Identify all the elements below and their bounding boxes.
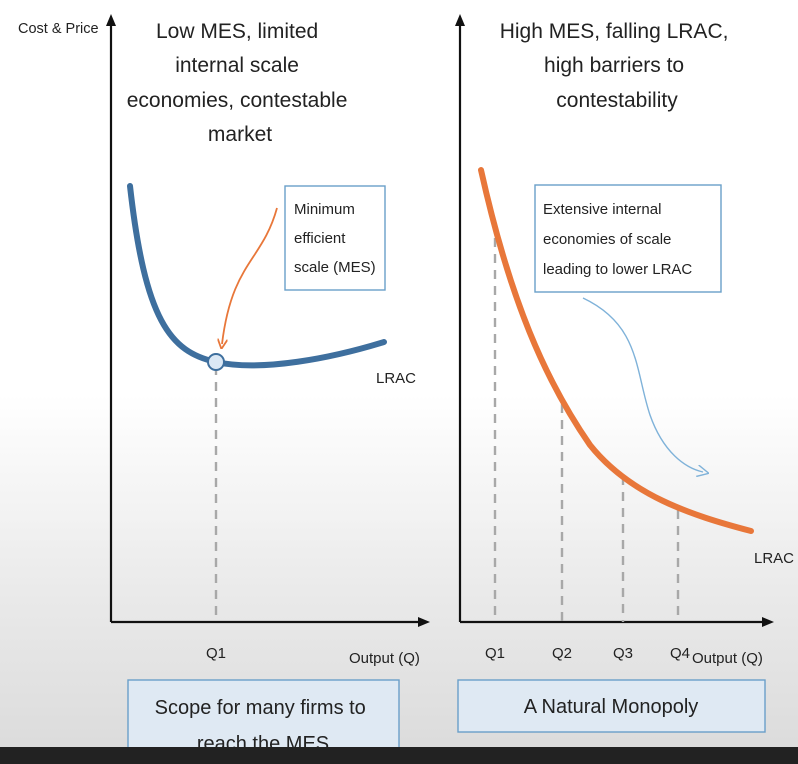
right-panel: High MES, falling LRAC, high barriers to… [455,14,794,733]
right-lrac-label: LRAC [754,550,794,567]
right-panel-title: High MES, falling LRAC, high barriers to… [500,20,735,112]
mes-pointer-arrow [222,207,278,344]
right-title-line-2: high barriers to [544,54,684,77]
right-caption-box [457,679,766,733]
video-player-bottom-bar [0,747,798,764]
left-panel: Cost & Price Low MES, limited internal s… [18,14,430,761]
right-x-tick-q3: Q3 [613,645,633,662]
right-y-axis-arrowhead [455,14,465,26]
right-title-line-1: High MES, falling LRAC, [500,20,729,43]
right-x-axis-arrowhead [762,617,774,627]
left-caption-box [127,679,400,761]
right-x-tick-q2: Q2 [552,645,572,662]
left-title-line-2: internal scale [175,54,299,77]
left-y-axis-label: Cost & Price [18,21,99,37]
mes-annotation-line-1: Minimum [294,201,355,218]
left-x-tick-q1: Q1 [206,645,226,662]
left-title-line-3: economies, contestable [127,89,348,112]
scale-annotation-line-3: leading to lower LRAC [543,261,692,278]
right-x-tick-q4: Q4 [670,645,690,662]
left-lrac-label: LRAC [376,370,416,387]
right-x-axis-label: Output (Q) [692,650,763,667]
left-x-axis-arrowhead [418,617,430,627]
left-panel-title: Low MES, limited internal scale economie… [127,20,353,146]
mes-annotation-line-2: efficient [294,230,346,247]
left-title-line-4: market [208,123,272,146]
left-x-axis-label: Output (Q) [349,650,420,667]
right-caption-line-1: A Natural Monopoly [524,696,699,718]
scale-annotation-line-2: economies of scale [543,231,671,248]
scale-annotation-box [534,184,722,293]
left-y-axis-arrowhead [106,14,116,26]
scale-annotation-line-1: Extensive internal [543,201,661,218]
scale-annotation-text: Extensive internal economies of scale le… [543,201,692,278]
scale-pointer-arrow [582,297,703,472]
right-caption-text: A Natural Monopoly [524,696,699,718]
mes-annotation-line-3: scale (MES) [294,259,376,276]
mes-point-marker [207,353,225,371]
right-title-line-3: contestability [556,89,678,112]
mes-annotation-text: Minimum efficient scale (MES) [294,201,376,276]
left-caption-line-1: Scope for many firms to [155,697,366,719]
mes-annotation-box [284,185,386,291]
right-x-tick-q1: Q1 [485,645,505,662]
right-lrac-curve [478,167,754,534]
left-title-line-1: Low MES, limited [156,20,318,43]
